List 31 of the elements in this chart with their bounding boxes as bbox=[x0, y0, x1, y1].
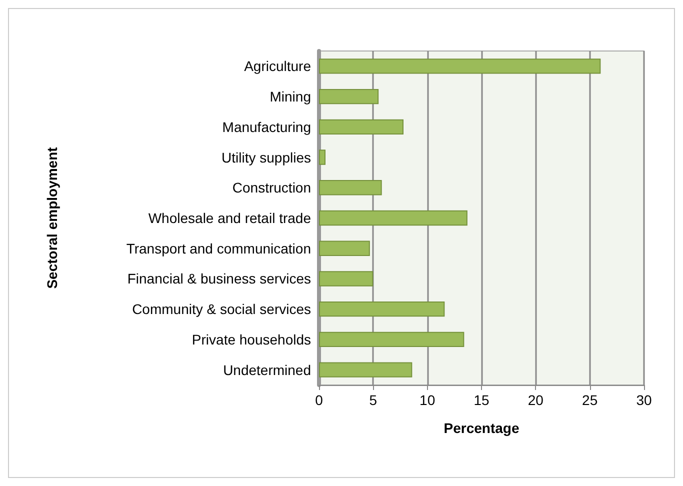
x-tick-label: 15 bbox=[474, 392, 490, 408]
x-tick-label: 5 bbox=[369, 392, 378, 408]
y-tick-label: Undetermined bbox=[223, 362, 311, 378]
x-axis-title: Percentage bbox=[444, 420, 520, 436]
bar bbox=[319, 240, 370, 256]
y-tick-label: Utility supplies bbox=[222, 149, 311, 166]
y-tick-label: Financial & business services bbox=[127, 270, 311, 287]
bar bbox=[319, 119, 404, 134]
bar bbox=[319, 302, 445, 317]
x-tick-label: 20 bbox=[528, 392, 544, 408]
y-tick-label: Agriculture bbox=[244, 58, 312, 74]
y-tick-label: Manufacturing bbox=[222, 118, 311, 135]
bar bbox=[319, 88, 379, 104]
bar bbox=[319, 210, 468, 226]
y-tick-label: Private households bbox=[192, 331, 311, 348]
bar bbox=[319, 271, 374, 286]
y-tick-label: Mining bbox=[270, 88, 311, 105]
y-tick-label: Transport and communication bbox=[126, 240, 311, 256]
x-tick-label: 10 bbox=[420, 392, 436, 408]
bar bbox=[319, 58, 601, 74]
bar bbox=[319, 180, 382, 196]
bar bbox=[319, 332, 464, 348]
x-tick-label: 25 bbox=[582, 392, 598, 408]
x-tick-label: 30 bbox=[636, 392, 652, 408]
bar bbox=[319, 150, 326, 165]
y-tick-label: Wholesale and retail trade bbox=[148, 210, 312, 226]
x-tick-label: 0 bbox=[315, 392, 324, 408]
y-axis-title: Sectoral employment bbox=[44, 146, 60, 289]
y-tick-label: Construction bbox=[232, 180, 311, 196]
y-tick-label: Community & social services bbox=[132, 301, 311, 318]
bar bbox=[319, 362, 412, 378]
